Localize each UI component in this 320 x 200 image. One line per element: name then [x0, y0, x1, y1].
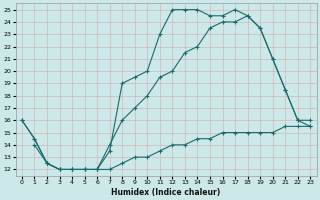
X-axis label: Humidex (Indice chaleur): Humidex (Indice chaleur) — [111, 188, 221, 197]
